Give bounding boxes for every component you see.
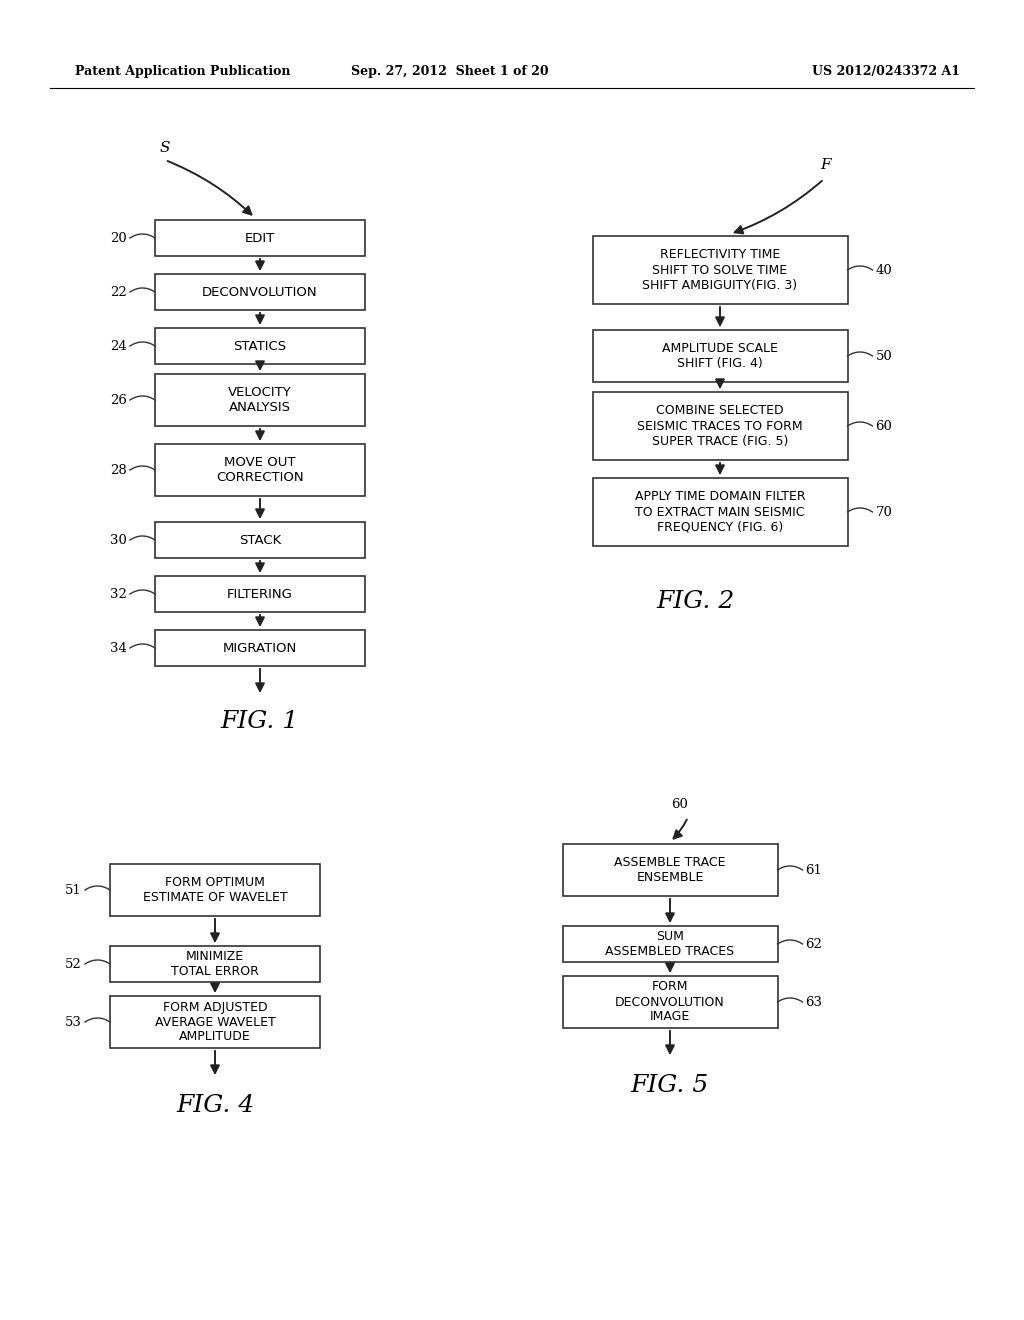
Bar	[110, 997, 319, 1048]
Text: Patent Application Publication: Patent Application Publication	[75, 66, 291, 78]
Bar	[155, 275, 365, 310]
Text: STACK: STACK	[239, 533, 282, 546]
Text: APPLY TIME DOMAIN FILTER
TO EXTRACT MAIN SEISMIC
FREQUENCY (FIG. 6): APPLY TIME DOMAIN FILTER TO EXTRACT MAIN…	[635, 491, 805, 533]
Text: 26: 26	[111, 393, 127, 407]
Text: US 2012/0243372 A1: US 2012/0243372 A1	[812, 66, 961, 78]
Text: MIGRATION: MIGRATION	[223, 642, 297, 655]
Text: 61: 61	[806, 863, 822, 876]
Bar	[110, 865, 319, 916]
Bar	[562, 927, 777, 962]
Bar	[155, 444, 365, 496]
Text: S: S	[160, 141, 171, 154]
Bar	[155, 521, 365, 558]
Bar	[155, 220, 365, 256]
Bar	[155, 327, 365, 364]
Text: 60: 60	[876, 420, 892, 433]
Text: COMBINE SELECTED
SEISMIC TRACES TO FORM
SUPER TRACE (FIG. 5): COMBINE SELECTED SEISMIC TRACES TO FORM …	[637, 404, 803, 447]
Text: 63: 63	[806, 995, 822, 1008]
Text: VELOCITY
ANALYSIS: VELOCITY ANALYSIS	[228, 385, 292, 414]
Text: 32: 32	[111, 587, 127, 601]
Text: FIG. 4: FIG. 4	[176, 1094, 254, 1118]
Text: 30: 30	[111, 533, 127, 546]
Bar	[593, 478, 848, 546]
Text: DECONVOLUTION: DECONVOLUTION	[202, 285, 317, 298]
Text: 50: 50	[876, 350, 892, 363]
Bar	[110, 946, 319, 982]
Bar	[562, 843, 777, 896]
Bar	[155, 374, 365, 426]
Text: 60: 60	[672, 799, 688, 812]
Text: 28: 28	[111, 463, 127, 477]
Bar	[155, 630, 365, 667]
Text: 22: 22	[111, 285, 127, 298]
Text: REFLECTIVITY TIME
SHIFT TO SOLVE TIME
SHIFT AMBIGUITY(FIG. 3): REFLECTIVITY TIME SHIFT TO SOLVE TIME SH…	[642, 248, 798, 292]
Text: F: F	[820, 158, 830, 172]
Text: 52: 52	[66, 957, 82, 970]
Text: Sep. 27, 2012  Sheet 1 of 20: Sep. 27, 2012 Sheet 1 of 20	[351, 66, 549, 78]
Text: STATICS: STATICS	[233, 339, 287, 352]
Text: FIG. 2: FIG. 2	[656, 590, 734, 612]
Text: 62: 62	[806, 937, 822, 950]
Text: MINIMIZE
TOTAL ERROR: MINIMIZE TOTAL ERROR	[171, 950, 259, 978]
Text: 51: 51	[66, 883, 82, 896]
Text: 53: 53	[66, 1015, 82, 1028]
Bar	[593, 330, 848, 381]
Text: EDIT: EDIT	[245, 231, 275, 244]
Bar	[593, 236, 848, 304]
Text: 20: 20	[111, 231, 127, 244]
Text: 34: 34	[111, 642, 127, 655]
Text: 24: 24	[111, 339, 127, 352]
Bar	[155, 576, 365, 612]
Text: FIG. 1: FIG. 1	[221, 710, 299, 733]
Text: MOVE OUT
CORRECTION: MOVE OUT CORRECTION	[216, 455, 304, 484]
Text: FORM
DECONVOLUTION
IMAGE: FORM DECONVOLUTION IMAGE	[615, 981, 725, 1023]
Text: ASSEMBLE TRACE
ENSEMBLE: ASSEMBLE TRACE ENSEMBLE	[614, 855, 726, 884]
Text: SUM
ASSEMBLED TRACES: SUM ASSEMBLED TRACES	[605, 931, 734, 958]
Text: 40: 40	[876, 264, 892, 276]
Text: FILTERING: FILTERING	[227, 587, 293, 601]
Text: FORM ADJUSTED
AVERAGE WAVELET
AMPLITUDE: FORM ADJUSTED AVERAGE WAVELET AMPLITUDE	[155, 1001, 275, 1044]
Bar	[562, 975, 777, 1028]
Text: AMPLITUDE SCALE
SHIFT (FIG. 4): AMPLITUDE SCALE SHIFT (FIG. 4)	[663, 342, 778, 370]
Text: FIG. 5: FIG. 5	[631, 1074, 710, 1097]
Text: 70: 70	[876, 506, 892, 519]
Bar	[593, 392, 848, 459]
Text: FORM OPTIMUM
ESTIMATE OF WAVELET: FORM OPTIMUM ESTIMATE OF WAVELET	[142, 876, 288, 904]
